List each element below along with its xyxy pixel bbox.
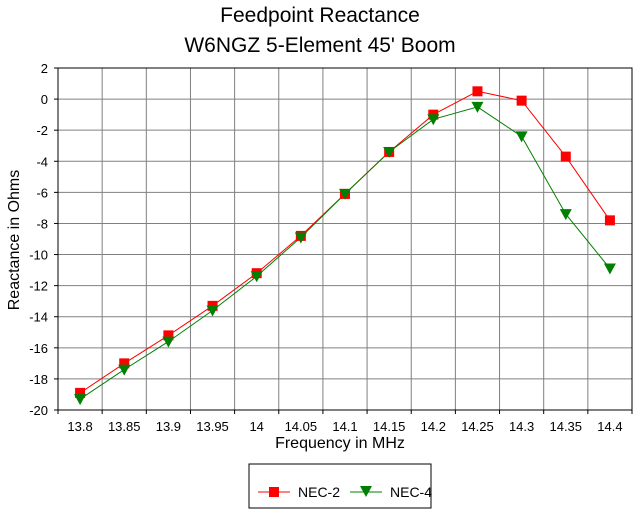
x-axis-ticks: 13.8 13.85 13.9 13.95 14 14.05 14.1 14.15 14.2 14… xyxy=(57,410,633,434)
x-axis-label: Frequency in MHz xyxy=(275,435,405,452)
legend-marker-nec4 xyxy=(360,486,372,497)
series-layer xyxy=(74,86,616,406)
y-tick-label: -18 xyxy=(29,372,48,387)
chart-title: Feedpoint Reactance xyxy=(220,4,420,27)
plot-area xyxy=(58,68,632,410)
data-point-nec4 xyxy=(250,271,263,283)
plot-border xyxy=(57,67,633,411)
y-axis-label: Reactance in Ohms xyxy=(6,170,23,311)
x-tick-label: 13.95 xyxy=(196,419,229,434)
data-point-nec4 xyxy=(515,131,528,143)
data-point-nec2 xyxy=(560,151,571,162)
y-tick-label: -16 xyxy=(29,341,48,356)
data-point-nec2 xyxy=(75,387,86,398)
y-tick-label: -12 xyxy=(29,279,48,294)
data-point-nec2 xyxy=(163,330,174,341)
data-point-nec4 xyxy=(603,263,616,275)
x-tick-label: 14.1 xyxy=(332,419,357,434)
x-tick-label: 14.05 xyxy=(285,419,318,434)
x-tick-label: 14 xyxy=(249,419,263,434)
y-tick-label: -10 xyxy=(29,248,48,263)
y-axis-ticks: 2 0 -2 -4 -6 -8 -10 -12 -14 -16 -18 -20 xyxy=(29,61,58,418)
data-point-nec2 xyxy=(516,95,527,106)
data-point-nec2 xyxy=(604,215,615,226)
x-tick-label: 13.9 xyxy=(156,419,181,434)
x-tick-label: 14.2 xyxy=(421,419,446,434)
y-tick-label: -8 xyxy=(36,216,48,231)
data-point-nec4 xyxy=(294,232,307,244)
data-point-nec4 xyxy=(162,336,175,348)
legend-label-nec4: NEC-4 xyxy=(390,484,432,500)
x-tick-label: 14.15 xyxy=(373,419,406,434)
data-point-nec4 xyxy=(559,209,572,221)
data-point-nec4 xyxy=(206,305,219,317)
legend-box xyxy=(248,463,432,509)
y-tick-label: 0 xyxy=(41,92,48,107)
legend: NEC-2 NEC-4 xyxy=(248,463,432,509)
data-point-nec4 xyxy=(339,188,351,200)
x-tick-label: 14.4 xyxy=(597,419,622,434)
data-point-nec4 xyxy=(471,101,484,113)
x-tick-label: 14.3 xyxy=(509,419,534,434)
y-tick-label: -2 xyxy=(36,123,48,138)
data-point-nec4 xyxy=(74,394,87,406)
y-tick-label: 2 xyxy=(41,61,48,76)
data-point-nec4 xyxy=(427,114,440,126)
data-point-nec2 xyxy=(119,358,130,369)
data-point-nec4 xyxy=(383,146,396,158)
grid-lines xyxy=(58,68,632,410)
data-point-nec2 xyxy=(472,86,483,97)
chart-subtitle: W6NGZ 5-Element 45' Boom xyxy=(184,34,455,57)
y-tick-label: -14 xyxy=(29,310,48,325)
x-tick-label: 14.35 xyxy=(549,419,582,434)
legend-label-nec2: NEC-2 xyxy=(298,484,340,500)
y-tick-label: -20 xyxy=(29,403,48,418)
y-tick-label: -4 xyxy=(36,154,48,169)
x-tick-label: 14.25 xyxy=(461,419,494,434)
x-tick-label: 13.85 xyxy=(108,419,141,434)
y-tick-label: -6 xyxy=(36,185,48,200)
legend-marker-nec2 xyxy=(269,487,279,497)
data-point-nec4 xyxy=(118,364,131,376)
x-tick-label: 13.8 xyxy=(67,419,92,434)
